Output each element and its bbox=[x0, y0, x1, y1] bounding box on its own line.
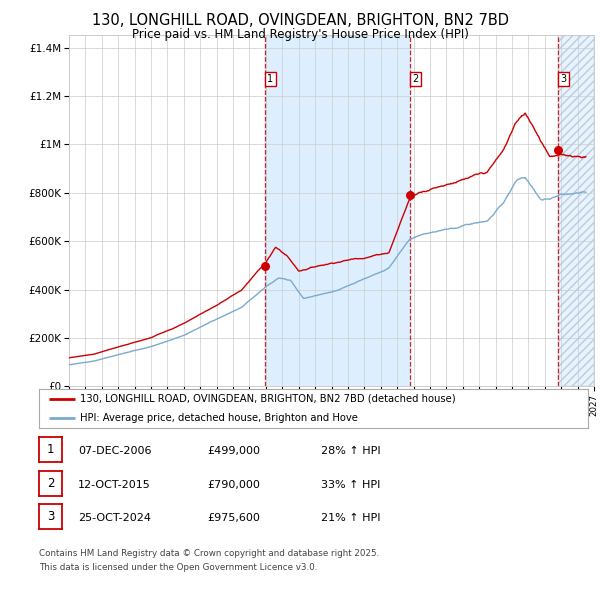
Text: £790,000: £790,000 bbox=[207, 480, 260, 490]
Text: HPI: Average price, detached house, Brighton and Hove: HPI: Average price, detached house, Brig… bbox=[80, 413, 358, 423]
Text: Price paid vs. HM Land Registry's House Price Index (HPI): Price paid vs. HM Land Registry's House … bbox=[131, 28, 469, 41]
Text: £975,600: £975,600 bbox=[207, 513, 260, 523]
Text: Contains HM Land Registry data © Crown copyright and database right 2025.: Contains HM Land Registry data © Crown c… bbox=[39, 549, 379, 558]
Text: 33% ↑ HPI: 33% ↑ HPI bbox=[321, 480, 380, 490]
Bar bbox=[265, 35, 410, 386]
Text: 130, LONGHILL ROAD, OVINGDEAN, BRIGHTON, BN2 7BD (detached house): 130, LONGHILL ROAD, OVINGDEAN, BRIGHTON,… bbox=[80, 394, 456, 404]
Text: This data is licensed under the Open Government Licence v3.0.: This data is licensed under the Open Gov… bbox=[39, 563, 317, 572]
Text: 2: 2 bbox=[412, 74, 419, 84]
Bar bbox=[558, 35, 594, 386]
Text: 1: 1 bbox=[267, 74, 274, 84]
Text: 130, LONGHILL ROAD, OVINGDEAN, BRIGHTON, BN2 7BD: 130, LONGHILL ROAD, OVINGDEAN, BRIGHTON,… bbox=[91, 13, 509, 28]
Text: 1: 1 bbox=[47, 443, 54, 456]
Text: 2: 2 bbox=[47, 477, 54, 490]
Text: 07-DEC-2006: 07-DEC-2006 bbox=[78, 446, 151, 456]
Text: £499,000: £499,000 bbox=[207, 446, 260, 456]
Text: 21% ↑ HPI: 21% ↑ HPI bbox=[321, 513, 380, 523]
Text: 12-OCT-2015: 12-OCT-2015 bbox=[78, 480, 151, 490]
Text: 3: 3 bbox=[560, 74, 566, 84]
Text: 28% ↑ HPI: 28% ↑ HPI bbox=[321, 446, 380, 456]
Text: 3: 3 bbox=[47, 510, 54, 523]
Text: 25-OCT-2024: 25-OCT-2024 bbox=[78, 513, 151, 523]
